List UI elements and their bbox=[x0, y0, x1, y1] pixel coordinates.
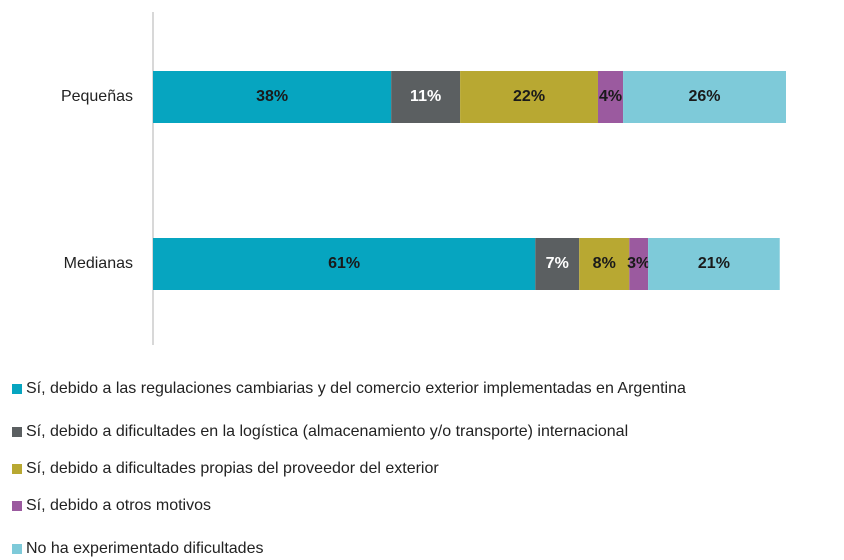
legend-label: Sí, debido a las regulaciones cambiarias… bbox=[26, 380, 686, 397]
data-label: 22% bbox=[513, 88, 545, 105]
bar-segment bbox=[623, 71, 786, 123]
data-label: 3% bbox=[627, 255, 650, 272]
category-label: Medianas bbox=[64, 255, 133, 272]
bar-segment bbox=[597, 71, 624, 123]
bar-segment bbox=[629, 238, 649, 290]
legend-swatch bbox=[12, 427, 22, 437]
bar-segment bbox=[391, 71, 461, 123]
bar-segment bbox=[579, 238, 630, 290]
legend-label: Sí, debido a otros motivos bbox=[26, 497, 211, 514]
data-label: 26% bbox=[689, 88, 721, 105]
legend-swatch bbox=[12, 501, 22, 511]
category-label: Pequeñas bbox=[61, 88, 133, 105]
data-label: 7% bbox=[546, 255, 569, 272]
data-label: 61% bbox=[328, 255, 360, 272]
legend-label: Sí, debido a dificultades en la logístic… bbox=[26, 423, 628, 440]
legend-swatch bbox=[12, 464, 22, 474]
bar-segment bbox=[535, 238, 580, 290]
legend-swatch bbox=[12, 384, 22, 394]
bar-segment bbox=[153, 238, 536, 290]
data-label: 38% bbox=[256, 88, 288, 105]
legend-label: No ha experimentado dificultades bbox=[26, 540, 263, 557]
bar-segment bbox=[460, 71, 598, 123]
data-label: 21% bbox=[698, 255, 730, 272]
data-label: 11% bbox=[410, 88, 441, 105]
data-label: 8% bbox=[593, 255, 616, 272]
bar-segment bbox=[153, 71, 392, 123]
legend-swatch bbox=[12, 544, 22, 554]
legend-label: Sí, debido a dificultades propias del pr… bbox=[26, 460, 439, 477]
data-label: 4% bbox=[599, 88, 622, 105]
bar-segment bbox=[648, 238, 780, 290]
